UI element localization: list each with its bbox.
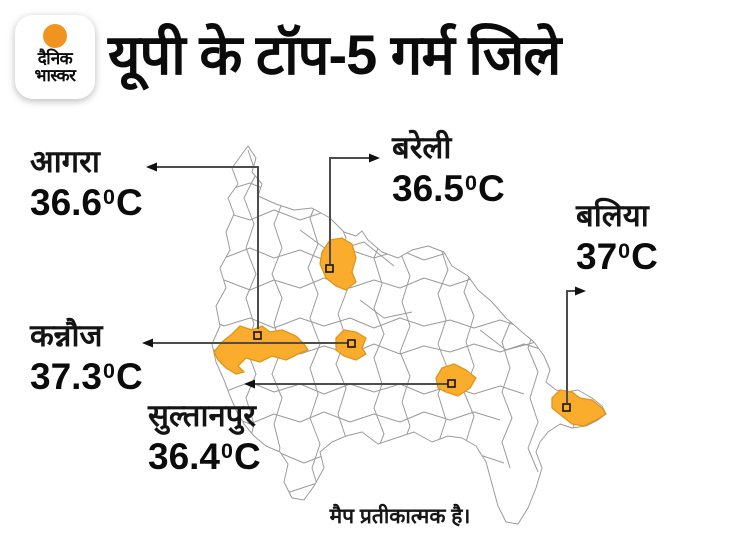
marker-sultanpur xyxy=(447,379,456,388)
brand-name: दैनिक भास्कर xyxy=(35,50,76,84)
label-kannauj: कन्नौज 37.30C xyxy=(30,318,143,397)
district-shape-sultanpur xyxy=(435,363,477,397)
callout-line-ballia xyxy=(566,290,576,403)
brand-name-line1: दैनिक xyxy=(37,49,73,68)
brand-name-line2: भास्कर xyxy=(34,66,76,85)
district-shape-kannauj xyxy=(335,329,367,361)
callout-lines xyxy=(152,157,576,403)
district-name: बरेली xyxy=(392,130,452,165)
marker-bareilly xyxy=(325,264,334,273)
marker-ballia xyxy=(562,403,571,412)
page-title: यूपी के टॉप-5 गर्म जिले xyxy=(108,23,561,86)
map-caption: मैप प्रतीकात्मक है। xyxy=(329,505,471,528)
label-bareilly: बरेली 36.50C xyxy=(392,130,505,209)
marker-kannauj xyxy=(347,339,356,348)
arrowhead-bareilly xyxy=(369,153,380,163)
district-temp: 36.40C xyxy=(148,435,261,477)
callout-arrowheads xyxy=(142,153,586,389)
district-name: बलिया xyxy=(576,198,649,233)
label-agra: आगरा 36.60C xyxy=(30,144,143,223)
marker-agra xyxy=(253,331,262,340)
district-shape-ballia xyxy=(551,389,607,427)
arrowhead-ballia xyxy=(575,286,586,296)
district-name: आगरा xyxy=(30,144,100,179)
callout-line-agra xyxy=(156,166,259,329)
brand-logo: दैनिक भास्कर xyxy=(15,15,95,99)
arrowhead-kannauj xyxy=(142,338,153,348)
district-temp: 370C xyxy=(576,235,658,277)
callout-line-bareilly xyxy=(329,157,370,264)
label-sultanpur: सुल्तानपुर 36.40C xyxy=(148,398,261,477)
district-name: सुल्तानपुर xyxy=(148,398,256,433)
district-temp: 37.30C xyxy=(30,355,143,397)
district-temp: 36.60C xyxy=(30,181,143,223)
arrowhead-sultanpur xyxy=(244,379,255,389)
district-temp: 36.50C xyxy=(392,167,505,209)
district-markers xyxy=(253,264,571,412)
label-ballia: बलिया 370C xyxy=(576,198,658,277)
district-shape-agra xyxy=(213,325,309,375)
arrowhead-agra xyxy=(146,162,157,172)
sun-icon xyxy=(43,24,67,48)
district-name: कन्नौज xyxy=(30,318,103,353)
